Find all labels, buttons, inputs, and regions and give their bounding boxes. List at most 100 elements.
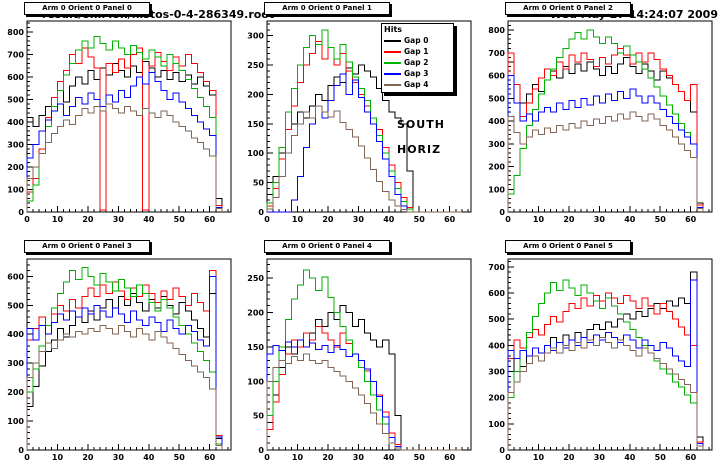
histogram-gap-2[interactable] — [507, 29, 704, 212]
pad-title-panel-5[interactable]: Arm 0 Orient 0 Panel 5 — [505, 240, 631, 253]
y-tick-label: 200 — [247, 90, 264, 99]
histogram-gap-1[interactable] — [266, 325, 462, 451]
y-tick-label: 500 — [7, 301, 24, 310]
x-tick-label: 40 — [383, 453, 395, 462]
y-tick-label: 0 — [18, 208, 24, 217]
y-tick-label: 100 — [7, 417, 24, 426]
y-tick-label: 0 — [18, 446, 24, 455]
x-tick-label: 20 — [322, 215, 334, 224]
pad-panel-1[interactable]: 0 50 100 150 200 250 300 0 10 20 30 40 50 60 Arm 0 Or… — [240, 0, 479, 236]
histogram-gap-4[interactable] — [507, 111, 704, 212]
y-tick-label: 300 — [488, 140, 505, 149]
y-tick-label: 100 — [247, 149, 264, 158]
x-tick-label: 60 — [685, 453, 697, 462]
y-tick-label: 700 — [488, 49, 505, 58]
legend-label: Gap 2 — [404, 58, 429, 67]
y-tick-label: 0 — [499, 446, 505, 455]
x-tick-label: 10 — [52, 453, 64, 462]
histogram-gap-4[interactable] — [266, 105, 462, 213]
x-tick-label: 20 — [563, 453, 575, 462]
x-tick-label: 30 — [594, 453, 606, 462]
pad-title-panel-0[interactable]: Arm 0 Orient 0 Panel 0 — [24, 2, 150, 15]
x-tick-label: 0 — [24, 215, 30, 224]
histogram-gap-1[interactable] — [26, 270, 223, 450]
legend-box[interactable]: Hits Gap 0 Gap 1 Gap 2 Gap 3 Gap 4 — [381, 23, 454, 93]
x-tick-label: 20 — [82, 453, 94, 462]
y-tick-label: 200 — [7, 163, 24, 172]
histogram-plot-panel-2[interactable]: 0 100 200 300 400 500 600 700 800 0 10 20 30 40 50 60 — [481, 0, 720, 236]
histogram-gap-1[interactable] — [507, 47, 704, 212]
histogram-gap-2[interactable] — [507, 279, 704, 450]
histogram-gap-2[interactable] — [26, 36, 223, 212]
histogram-gap-0[interactable] — [26, 293, 223, 450]
pad-title-panel-1[interactable]: Arm 0 Orient 0 Panel 1 — [264, 2, 390, 15]
histogram-gap-0[interactable] — [507, 56, 704, 212]
x-tick-label: 60 — [685, 215, 697, 224]
x-tick-label: 40 — [624, 215, 636, 224]
x-tick-label: 10 — [533, 453, 545, 462]
pad-title-panel-3[interactable]: Arm 0 Orient 0 Panel 3 — [24, 240, 150, 253]
y-tick-label: 150 — [247, 120, 264, 129]
pad-title-panel-2[interactable]: Arm 0 Orient 0 Panel 2 — [505, 2, 631, 15]
pad-panel-3[interactable]: 0 100 200 300 400 500 600 0 10 20 30 40 50 60 Arm 0 O… — [0, 238, 239, 474]
histogram-gap-2[interactable] — [266, 29, 462, 213]
y-tick-label: 600 — [488, 289, 505, 298]
pad-panel-2[interactable]: 0 100 200 300 400 500 600 700 800 0 10 20 30 40 50 60 A… — [481, 0, 720, 236]
legend-label: Gap 3 — [404, 69, 429, 78]
x-tick-label: 0 — [24, 453, 30, 462]
legend-swatch — [384, 83, 401, 86]
x-tick-label: 50 — [655, 453, 667, 462]
histogram-gap-3[interactable] — [507, 279, 704, 450]
y-tick-label: 400 — [488, 341, 505, 350]
histogram-plot-panel-1[interactable]: 0 50 100 150 200 250 300 0 10 20 30 40 50 60 — [240, 0, 479, 236]
histogram-gap-2[interactable] — [26, 267, 223, 450]
legend-label: Gap 0 — [404, 36, 429, 45]
y-tick-label: 500 — [488, 315, 505, 324]
histogram-gap-3[interactable] — [26, 275, 223, 450]
x-tick-label: 40 — [383, 215, 395, 224]
histogram-gap-3[interactable] — [26, 72, 223, 212]
x-tick-label: 30 — [594, 215, 606, 224]
pad-panel-5[interactable]: 0 100 200 300 400 500 600 700 0 10 20 30 40 50 60 Arm … — [481, 238, 720, 474]
x-tick-label: 60 — [204, 215, 216, 224]
pad-title-panel-4[interactable]: Arm 0 Orient 0 Panel 4 — [264, 240, 390, 253]
legend-swatch — [384, 61, 401, 64]
y-tick-label: 700 — [7, 51, 24, 60]
x-tick-label: 50 — [414, 215, 426, 224]
y-tick-label: 150 — [247, 343, 264, 352]
y-tick-label: 400 — [488, 117, 505, 126]
histogram-gap-3[interactable] — [507, 75, 704, 212]
histogram-gap-2[interactable] — [266, 269, 462, 451]
x-tick-label: 60 — [444, 453, 456, 462]
y-tick-label: 250 — [247, 274, 264, 283]
y-tick-label: 300 — [7, 359, 24, 368]
pad-panel-4[interactable]: 0 50 100 150 200 250 0 10 20 30 40 50 60 Arm 0 Orien… — [240, 238, 479, 474]
x-tick-label: 60 — [204, 453, 216, 462]
histogram-gap-4[interactable] — [507, 336, 704, 450]
histogram-plot-panel-5[interactable]: 0 100 200 300 400 500 600 700 0 10 20 30 40 50 60 — [481, 238, 720, 474]
histogram-plot-panel-3[interactable]: 0 100 200 300 400 500 600 0 10 20 30 40 50 60 — [0, 238, 239, 474]
y-tick-label: 300 — [7, 141, 24, 150]
y-tick-label: 0 — [499, 208, 505, 217]
histogram-gap-0[interactable] — [26, 60, 223, 212]
x-tick-label: 60 — [444, 215, 456, 224]
y-tick-label: 0 — [258, 208, 264, 217]
legend-entry: Gap 2 — [382, 57, 453, 68]
histogram-gap-1[interactable] — [26, 47, 223, 212]
pad-panel-0[interactable]: 0 100 200 300 400 500 600 700 800 0 10 20 30 40 50 60 A… — [0, 0, 239, 236]
histogram-gap-4[interactable] — [26, 103, 223, 212]
histogram-plot-panel-0[interactable]: 0 100 200 300 400 500 600 700 800 0 10 20 30 40 50 60 — [0, 0, 239, 236]
legend-entry: Gap 0 — [382, 35, 453, 46]
x-tick-label: 30 — [113, 453, 125, 462]
histogram-gap-4[interactable] — [266, 353, 462, 451]
histogram-gap-1[interactable] — [507, 292, 704, 450]
x-tick-label: 40 — [143, 215, 155, 224]
x-tick-label: 40 — [624, 453, 636, 462]
x-tick-label: 30 — [353, 453, 365, 462]
legend-entry: Gap 1 — [382, 46, 453, 57]
annotation-line-horiz: HORIZ — [397, 143, 442, 156]
y-tick-label: 300 — [488, 368, 505, 377]
histogram-gap-4[interactable] — [26, 325, 223, 450]
histogram-plot-panel-4[interactable]: 0 50 100 150 200 250 0 10 20 30 40 50 60 — [240, 238, 479, 474]
